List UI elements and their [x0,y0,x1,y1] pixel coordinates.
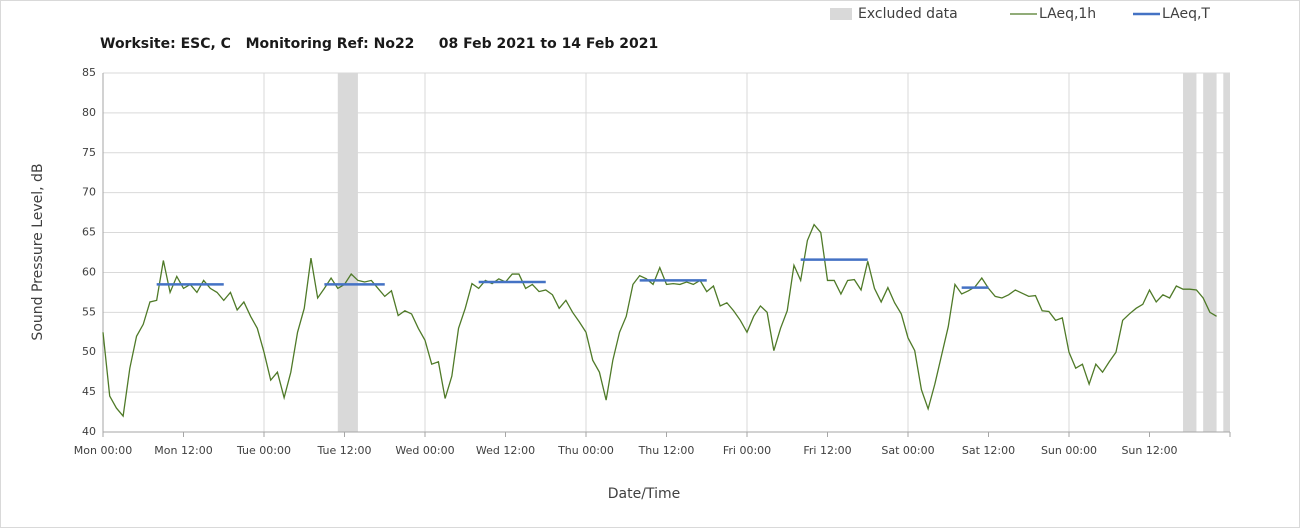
x-tick-label: Mon 00:00 [74,444,132,457]
y-tick-label: 55 [82,305,96,318]
data-line [102,223,1217,418]
x-tick-label: Thu 00:00 [557,444,614,457]
y-tick-label: 85 [82,66,96,79]
excluded-band [1223,73,1230,432]
x-tick-label: Sat 00:00 [881,444,934,457]
legend-swatch [830,8,852,20]
x-tick-label: Mon 12:00 [154,444,212,457]
excluded-band [1203,73,1217,432]
x-tick-label: Tue 00:00 [236,444,291,457]
excluded-band [337,73,358,432]
x-tick-label: Fri 00:00 [723,444,771,457]
y-tick-label: 50 [82,345,96,358]
x-tick-label: Fri 12:00 [803,444,851,457]
y-tick-label: 65 [82,226,96,239]
x-tick-label: Wed 00:00 [395,444,454,457]
y-tick-label: 40 [82,425,96,438]
x-tick-label: Tue 12:00 [317,444,372,457]
legend-label: Excluded data [858,6,958,22]
excluded-band [1183,73,1197,432]
x-tick-label: Wed 12:00 [476,444,535,457]
legend-label: LAeq,1h [1039,6,1096,22]
x-tick-label: Sat 12:00 [962,444,1015,457]
legend-label: LAeq,T [1162,6,1210,22]
y-tick-label: 70 [82,186,96,199]
y-axis-title: Sound Pressure Level, dB [30,163,46,340]
x-tick-label: Thu 12:00 [638,444,695,457]
chart-title: Worksite: ESC, C Monitoring Ref: No22 08… [100,36,658,52]
y-tick-label: 80 [82,106,96,119]
x-tick-label: Sun 12:00 [1121,444,1177,457]
y-tick-label: 45 [82,385,96,398]
x-axis-title: Date/Time [608,486,680,502]
y-tick-label: 75 [82,146,96,159]
x-tick-label: Sun 00:00 [1041,444,1097,457]
y-tick-label: 60 [82,265,96,278]
